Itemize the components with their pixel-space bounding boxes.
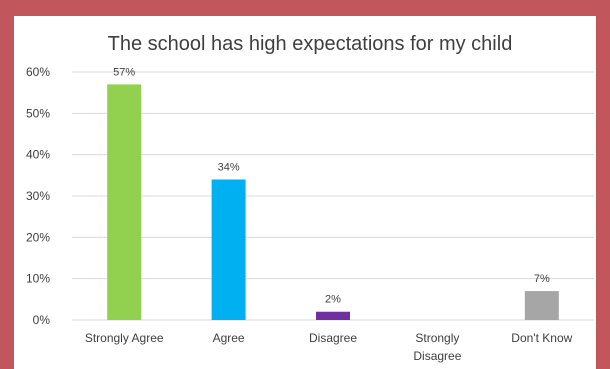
- x-tick-label: Strongly Agree: [85, 331, 164, 345]
- y-tick-label: 0%: [33, 313, 51, 327]
- y-tick-label: 10%: [26, 272, 50, 286]
- data-label: 57%: [113, 66, 135, 78]
- bar: [316, 311, 350, 320]
- data-label: 2%: [325, 294, 341, 306]
- y-tick-label: 30%: [26, 189, 50, 203]
- y-tick-label: 50%: [26, 106, 50, 120]
- data-label: 34%: [218, 161, 240, 173]
- y-tick-label: 40%: [26, 148, 50, 162]
- bar: [107, 84, 142, 321]
- x-tick-label: Strongly Disagree: [413, 331, 461, 363]
- y-tick-label: 20%: [26, 230, 50, 244]
- data-label: 7%: [534, 273, 550, 285]
- chart-title: The school has high expectations for my …: [108, 33, 513, 55]
- x-tick-label: Disagree: [309, 331, 357, 345]
- x-tick-label: Agree: [213, 331, 245, 345]
- chart-card: The school has high expectations for my …: [14, 16, 596, 369]
- bar: [211, 179, 246, 320]
- bar: [524, 291, 559, 320]
- y-tick-label: 60%: [26, 65, 50, 79]
- x-tick-label: Don't Know: [511, 331, 572, 345]
- bar-chart: The school has high expectations for my …: [26, 33, 594, 363]
